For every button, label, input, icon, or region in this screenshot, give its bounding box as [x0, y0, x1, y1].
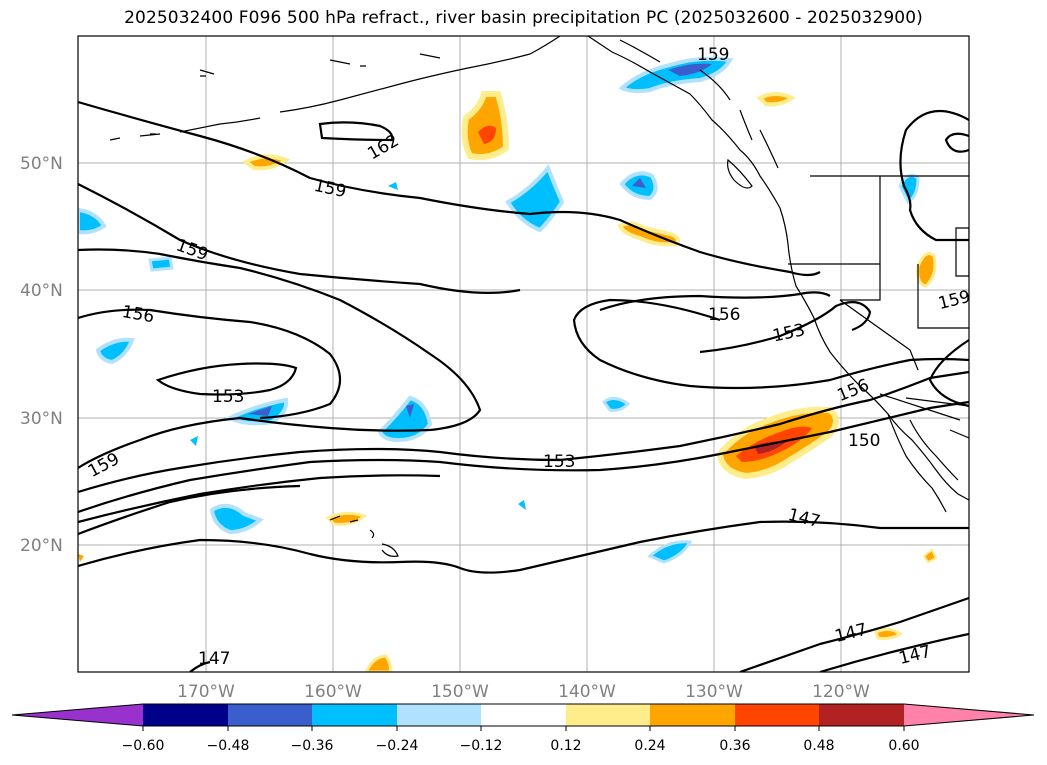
longitude-labels: 170°W 160°W 150°W 140°W 130°W 120°W — [177, 682, 870, 702]
colorbar-tick-label: 0.12 — [550, 738, 581, 754]
colorbar-tick-label: 0.36 — [719, 738, 750, 754]
contour-153-west — [155, 362, 298, 396]
contour-156-east — [599, 291, 831, 312]
neg-area-south — [647, 540, 693, 564]
lon-label-140w: 140°W — [558, 682, 616, 702]
contour-153-east — [699, 301, 872, 354]
contour-east-lobe — [572, 298, 969, 390]
map-title: 2025032400 F096 500 hPa refract., river … — [124, 8, 923, 28]
neg-area-mid-pacific-1 — [505, 164, 565, 233]
pos-area-coast — [916, 252, 937, 288]
colorbar-segment — [481, 704, 566, 726]
lat-label-40n: 40°N — [20, 281, 63, 301]
pos-area-north — [461, 91, 510, 160]
latitude-labels: 50°N 40°N 30°N 20°N — [20, 154, 63, 556]
colorbar-tick-label: −0.24 — [376, 738, 419, 754]
neg-area-gulf-alaska-core — [668, 63, 712, 76]
colorbar-segment — [228, 704, 312, 726]
contour-label: 159 — [697, 45, 729, 65]
contour-147-southeast — [819, 632, 969, 672]
contour-label: 150 — [848, 431, 880, 451]
colorbar-segment — [735, 704, 819, 726]
colorbar-segment — [312, 704, 397, 726]
contour-159-north — [78, 100, 821, 277]
contour-162 — [318, 121, 394, 142]
colorbar-segment — [650, 704, 735, 726]
colorbar-tick-label: −0.48 — [207, 738, 250, 754]
colorbar-tick-label: 0.24 — [634, 738, 665, 754]
neg-area-west-edge — [78, 207, 107, 235]
contour-159-outer — [78, 248, 482, 469]
lon-label-160w: 160°W — [304, 682, 362, 702]
colorbar-segment — [566, 704, 650, 726]
neg-area-hawaii-west — [209, 503, 264, 535]
pos-area-northeast — [756, 92, 796, 107]
pos-area-west — [242, 154, 291, 171]
colorbar-tick-label: 0.48 — [803, 738, 834, 754]
colorbar: −0.60 −0.48 −0.36 −0.24 −0.12 0.12 0.24 … — [11, 703, 1035, 754]
lat-label-30n: 30°N — [20, 409, 63, 429]
contour-150-b — [78, 474, 441, 524]
contour-west-lows — [78, 183, 521, 295]
contour-156-west — [78, 308, 342, 420]
colorbar-segment — [397, 704, 481, 726]
map-frame — [77, 35, 970, 673]
contour-153-main — [78, 370, 969, 494]
contour-150 — [78, 400, 969, 514]
colorbar-extend-right — [904, 704, 1034, 726]
lat-label-50n: 50°N — [20, 154, 63, 174]
colorbar-segment — [143, 704, 228, 726]
colorbar-tick-label: −0.12 — [460, 738, 503, 754]
contour-label: 153 — [212, 387, 244, 407]
colorbar-tick-label: −0.36 — [291, 738, 334, 754]
lon-label-130w: 130°W — [685, 682, 743, 702]
pos-area-bottom — [364, 654, 392, 672]
precip-shading — [78, 56, 938, 672]
neg-area-coast-bc — [898, 173, 920, 205]
pos-area-southeast — [874, 627, 903, 640]
neg-area-small-1 — [148, 256, 174, 272]
map-area — [78, 36, 969, 672]
lon-label-150w: 150°W — [431, 682, 489, 702]
lon-label-170w: 170°W — [177, 682, 235, 702]
contour-147-south — [739, 596, 969, 672]
coastlines — [109, 36, 969, 557]
neg-area-east-small — [601, 397, 631, 412]
contour-label: 156 — [708, 305, 740, 325]
colorbar-tick-label: −0.60 — [122, 738, 165, 754]
lon-label-120w: 120°W — [812, 682, 870, 702]
contour-147-main — [78, 520, 969, 574]
pos-area-hawaii — [325, 511, 367, 526]
contour-label: 147 — [198, 649, 230, 669]
neg-area-small-2 — [95, 337, 135, 365]
colorbar-tick-label: 0.60 — [888, 738, 919, 754]
colorbar-extend-left — [12, 704, 143, 726]
contour-ec-loop — [928, 339, 969, 408]
contours — [78, 100, 969, 672]
contour-label: 153 — [543, 452, 575, 472]
contour-147-bottom — [189, 660, 211, 672]
colorbar-segment — [819, 704, 904, 726]
contour-east-ne — [899, 110, 969, 242]
contour-159-south — [78, 484, 301, 536]
lat-label-20n: 20°N — [20, 536, 63, 556]
